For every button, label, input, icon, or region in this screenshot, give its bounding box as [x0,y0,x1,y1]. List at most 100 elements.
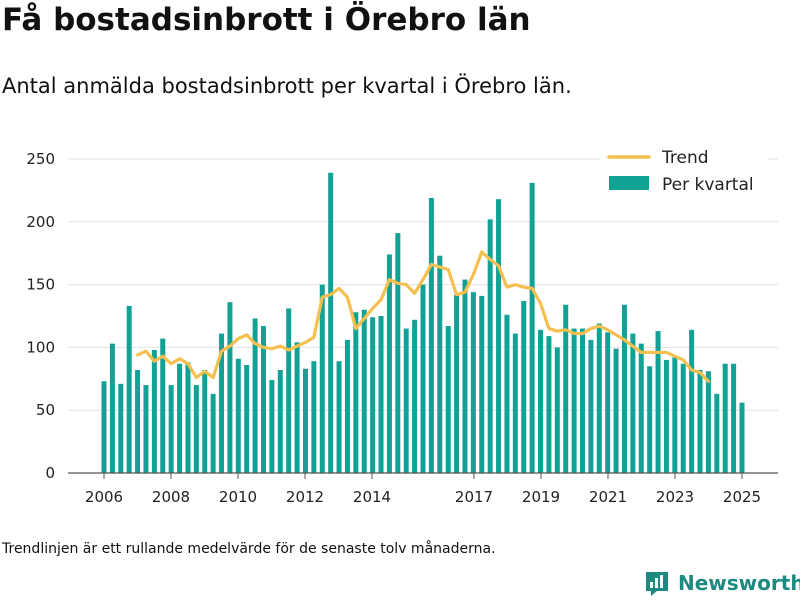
bar [378,316,384,473]
x-tick-label: 2025 [723,488,761,506]
bar [445,326,451,473]
bar [538,329,544,473]
bar [546,336,552,473]
bar [135,370,141,473]
bar [638,343,644,473]
bar [680,363,686,473]
legend-trend-label: Trend [661,148,709,168]
bar [663,359,669,473]
bar [722,363,728,473]
y-tick-label: 150 [26,276,55,294]
bars [101,172,745,474]
brand-logo: Newsworthy [644,568,800,598]
bar [554,347,560,473]
x-tick-label: 2021 [589,488,627,506]
footnote: Trendlinjen är ett rullande medelvärde f… [2,541,496,557]
bar [244,364,250,473]
x-tick-label: 2014 [353,488,391,506]
bar [109,343,115,473]
bar [571,328,577,473]
bar [193,385,199,473]
bar [269,380,275,473]
bar [454,294,460,473]
bar [605,332,611,473]
y-tick-label: 250 [26,150,55,168]
bar [412,319,418,473]
bar [160,338,166,473]
page-title: Få bostadsinbrott i Örebro län [2,2,531,38]
bar [370,317,376,473]
bar [395,233,401,473]
bar [496,199,502,473]
bar [470,292,476,473]
bar [596,323,602,473]
bar [361,309,367,473]
brand-name: Newsworthy [678,571,800,595]
bar [689,329,695,473]
x-tick-label: 2017 [455,488,493,506]
bar [630,333,636,473]
bar [311,361,317,473]
bar [731,363,737,473]
legend-bar-swatch [609,176,649,190]
bar [521,300,527,473]
bar [185,362,191,473]
x-tick-label: 2012 [286,488,324,506]
bar [353,312,359,473]
trend-line [135,250,711,383]
bar [252,318,258,473]
bar [672,357,678,473]
bar [319,284,325,473]
legend-bar-label: Per kvartal [662,175,754,195]
bar [168,385,174,473]
bar [529,182,535,474]
bar [151,349,157,473]
newsworthy-logo-icon [646,572,668,596]
bar [739,402,745,473]
bar [563,304,569,473]
x-tick-label: 2006 [85,488,123,506]
bar [647,366,653,473]
bar [101,381,107,473]
bar [462,279,468,473]
bar [302,368,308,473]
bar [177,363,183,473]
bar [286,308,292,473]
bar [227,302,233,473]
bar [235,358,241,473]
bar [479,295,485,473]
bar [328,172,334,473]
y-tick-label: 100 [26,338,55,356]
bar [437,255,443,473]
bar [714,393,720,473]
bar [277,370,283,473]
x-tick-label: 2023 [656,488,694,506]
bar [126,305,132,473]
bar [588,339,594,473]
page-subtitle: Antal anmälda bostadsinbrott per kvartal… [2,74,572,98]
bar [202,370,208,473]
x-tick-label: 2010 [219,488,257,506]
bar [344,339,350,473]
trend-layer [135,250,711,383]
bar [697,370,703,473]
bar [210,393,216,473]
bar [655,331,661,473]
bar [580,328,585,473]
bar [118,383,124,473]
bar [336,361,342,473]
x-tick-label: 2019 [522,488,560,506]
bar [420,284,426,473]
y-tick-label: 50 [36,401,55,419]
bar [487,219,493,473]
bar [386,254,392,473]
bar [428,197,434,473]
bar [143,385,149,473]
y-tick-label: 0 [45,464,55,482]
bar [705,371,711,473]
bar [403,328,409,473]
axes: 0 50 100 150 200 250 2006 2008 2010 2012 2014 2017 2… [26,150,778,506]
bar [219,333,225,473]
bar [613,348,619,473]
